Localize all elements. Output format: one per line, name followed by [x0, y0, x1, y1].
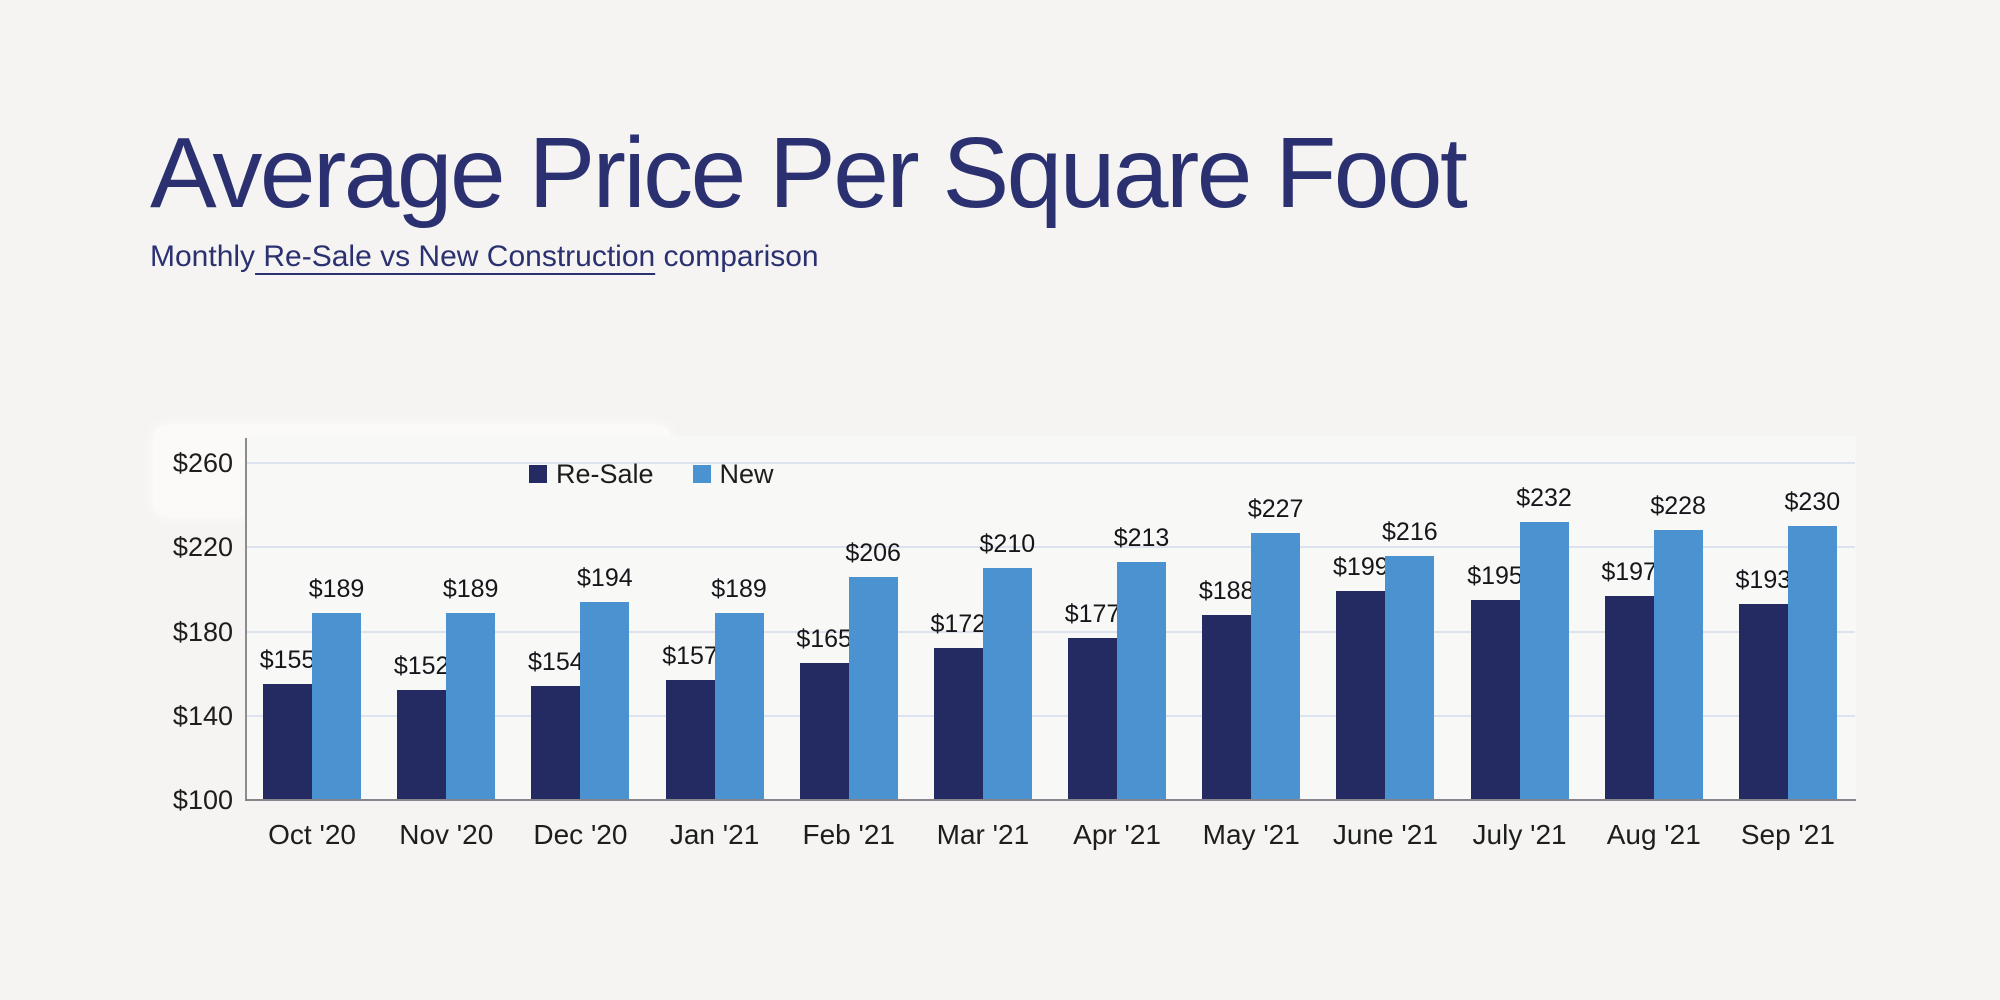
bar-new[interactable]	[446, 612, 496, 800]
legend-color-swatch	[692, 465, 711, 483]
bar-value-label: $227	[1247, 494, 1304, 523]
x-axis-tick-label: May '21	[1202, 819, 1300, 850]
x-axis-line	[245, 799, 1856, 801]
x-axis-tick-label: Oct '20	[268, 819, 356, 850]
legend-item-new[interactable]: New	[692, 459, 774, 489]
bar-resale[interactable]	[1068, 637, 1117, 800]
subtitle-prefix: Monthly	[150, 240, 256, 273]
bar-value-label: $157	[662, 641, 718, 670]
gridline	[246, 714, 1855, 717]
chart-header: Average Price Per Square Foot Monthly Re…	[150, 117, 1468, 274]
y-axis-line	[245, 438, 247, 801]
gridline	[246, 630, 1855, 633]
x-axis-tick-label: Jan '21	[669, 819, 760, 850]
bar-resale[interactable]	[1470, 599, 1520, 800]
bar-new[interactable]	[1385, 555, 1435, 800]
x-axis-tick-label: Nov '20	[399, 819, 494, 850]
bar-value-label: $177	[1064, 599, 1121, 628]
x-axis-tick-label: July '21	[1472, 819, 1567, 850]
bar-value-label: $189	[442, 574, 499, 603]
y-axis-tick-label: $140	[172, 700, 233, 731]
subtitle-suffix: comparison	[655, 240, 819, 273]
bar-value-label: $189	[308, 574, 365, 603]
bar-value-label: $216	[1382, 517, 1438, 546]
page-subtitle: Monthly Re-Sale vs New Construction comp…	[150, 240, 1465, 274]
bar-value-label: $213	[1113, 523, 1170, 552]
bar-new[interactable]	[312, 612, 361, 800]
x-axis-tick-label: Sep '21	[1740, 819, 1835, 850]
bar-value-label: $197	[1601, 557, 1657, 586]
bar-value-label: $154	[528, 648, 584, 677]
x-axis-tick-label: Apr '21	[1073, 819, 1161, 850]
x-axis-tick-label: Aug '21	[1606, 819, 1701, 850]
bar-value-label: $152	[393, 652, 450, 681]
bar-new[interactable]	[1653, 530, 1703, 800]
bar-value-label: $194	[577, 564, 633, 592]
bar-value-label: $155	[259, 646, 316, 675]
bar-new[interactable]	[1251, 532, 1301, 800]
bar-resale[interactable]	[1336, 591, 1386, 800]
bar-new[interactable]	[982, 568, 1032, 800]
bar-new[interactable]	[1787, 526, 1837, 800]
bar-value-label: $165	[796, 625, 852, 654]
bar-value-label: $210	[979, 530, 1036, 559]
bar-value-label: $199	[1333, 553, 1389, 582]
bar-value-label: $195	[1467, 561, 1523, 590]
bar-new[interactable]	[1519, 521, 1569, 800]
bar-resale[interactable]	[1202, 614, 1252, 800]
y-axis-tick-label: $220	[172, 532, 233, 563]
bar-resale[interactable]	[263, 684, 312, 800]
bar-new[interactable]	[580, 602, 630, 800]
bar-value-label: $189	[711, 574, 767, 603]
bar-new[interactable]	[848, 576, 898, 800]
gridline	[246, 546, 1855, 549]
x-axis-tick-label: Feb '21	[802, 819, 896, 850]
legend: Re-Sale New	[529, 459, 774, 489]
bar-resale[interactable]	[397, 690, 447, 800]
subtitle-link[interactable]: Re-Sale vs New Construction	[255, 240, 656, 273]
y-axis-tick-label: $100	[172, 785, 233, 815]
bar-value-label: $172	[930, 610, 987, 639]
bar-value-label: $188	[1198, 576, 1255, 605]
bar-resale[interactable]	[665, 679, 715, 800]
bar-resale[interactable]	[1738, 604, 1788, 800]
legend-item-resale[interactable]: Re-Sale	[529, 459, 654, 489]
x-axis-tick-label: Dec '20	[533, 819, 628, 850]
bar-resale[interactable]	[933, 648, 983, 800]
legend-label: New	[719, 459, 774, 489]
bar-value-label: $232	[1516, 483, 1572, 512]
legend-label: Re-Sale	[556, 459, 654, 489]
bar-value-label: $228	[1650, 492, 1706, 521]
plot-area	[246, 436, 1856, 800]
y-axis-tick-label: $260	[172, 448, 233, 478]
x-axis-tick-label: Mar '21	[936, 819, 1030, 850]
bar-resale[interactable]	[1604, 595, 1654, 800]
bar-value-label: $206	[845, 538, 901, 567]
bar-new[interactable]	[1117, 561, 1166, 800]
bar-resale[interactable]	[799, 663, 849, 800]
bar-value-label: $193	[1735, 566, 1792, 595]
bar-resale[interactable]	[531, 686, 581, 800]
bar-new[interactable]	[714, 612, 764, 800]
y-axis-tick-label: $180	[172, 616, 233, 647]
bar-value-label: $230	[1784, 488, 1841, 517]
x-axis-tick-label: June '21	[1332, 819, 1438, 850]
gridline	[246, 462, 1855, 464]
legend-color-swatch	[529, 465, 547, 483]
page-title: Average Price Per Square Foot	[150, 117, 1468, 229]
